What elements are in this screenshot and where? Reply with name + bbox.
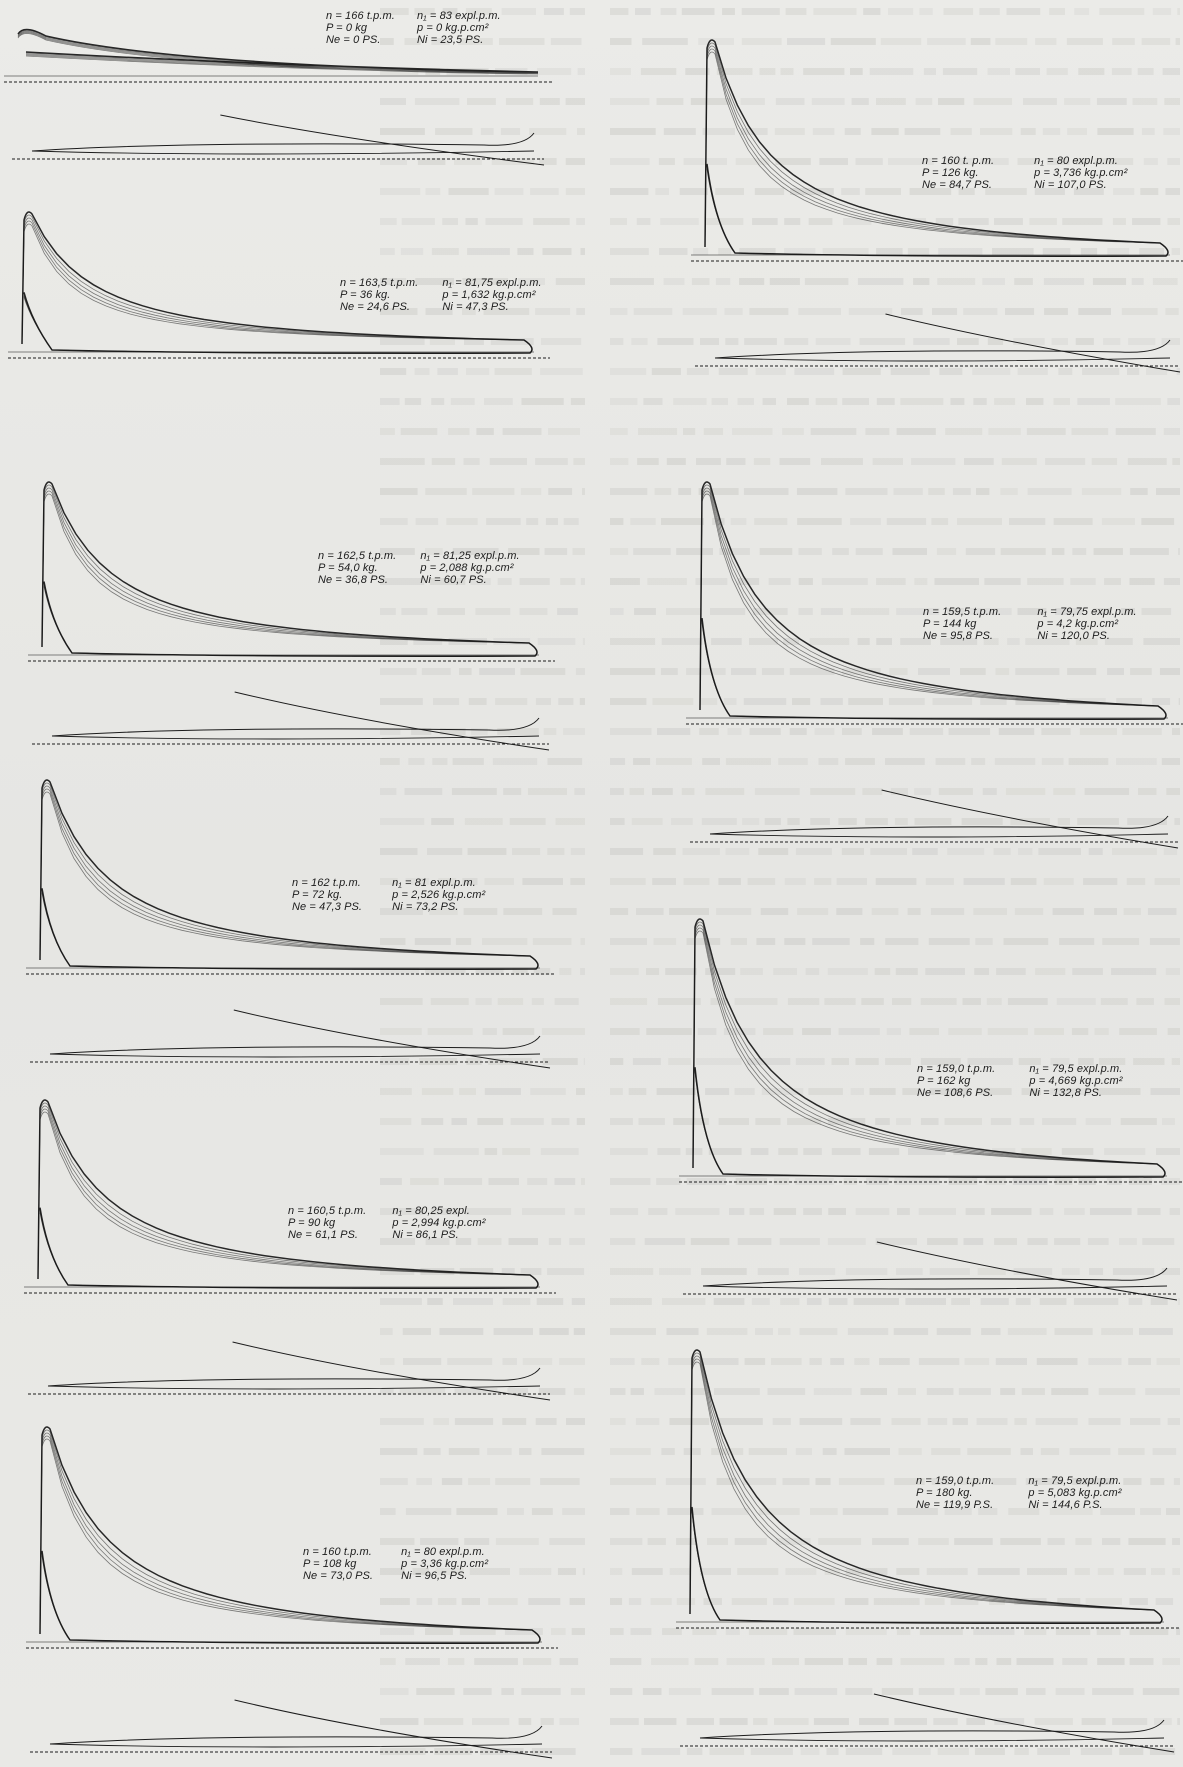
- low-pressure-diagram-l5: [28, 1341, 551, 1401]
- indicator-diagram-l4: [26, 779, 556, 1069]
- low-pressure-diagram-r1: [695, 313, 1181, 373]
- low-pressure-diagram-l6: [30, 1699, 553, 1759]
- low-pressure-diagram-l3: [32, 691, 550, 751]
- indicator-diagram-l1: [4, 28, 554, 83]
- indicator-diagram-r4: [676, 1349, 1180, 1753]
- indicator-diagram-r1: [691, 39, 1183, 373]
- low-pressure-diagram-r3: [683, 1241, 1178, 1301]
- low-pressure-diagram-r4: [680, 1693, 1175, 1753]
- diagram-label-l3: n = 162,5 t.p.m. P = 54,0 kg. Ne = 36,8 PS…: [318, 550, 520, 586]
- diagram-label-l2: n = 163,5 t.p.m. P = 36 kg. Ne = 24,6 PS. …: [340, 277, 542, 313]
- indicator-diagram-r2: [686, 481, 1183, 849]
- low-pressure-diagram-r2: [690, 789, 1179, 849]
- diagram-label-l4: n = 162 t.p.m. P = 72 kg. Ne = 47,3 PS. n₁…: [292, 877, 486, 913]
- diagram-label-r2: n = 159,5 t.p.m. P = 144 kg Ne = 95,8 PS. …: [923, 606, 1137, 642]
- low-pressure-diagram-l4: [30, 1009, 551, 1069]
- indicator-diagram-l6: [26, 1426, 558, 1759]
- diagram-label-l5: n = 160,5 t.p.m. P = 90 kg Ne = 61,1 PS. n…: [288, 1205, 486, 1241]
- diagram-label-r1: n = 160 t. p.m. P = 126 kg. Ne = 84,7 PS. …: [922, 155, 1128, 191]
- indicator-diagram-l3: [28, 481, 555, 751]
- diagram-label-l1: n = 166 t.p.m. P = 0 kg Ne = 0 PS. n₁ = 83…: [326, 10, 501, 46]
- indicator-diagram-l5: [24, 1099, 556, 1401]
- low-pressure-diagram-l2: [12, 114, 545, 166]
- diagram-label-r4: n = 159,0 t.p.m. P = 180 kg. Ne = 119,9 P.…: [916, 1475, 1122, 1511]
- diagram-label-r3: n = 159,0 t.p.m. P = 162 kg Ne = 108,6 PS.…: [917, 1063, 1123, 1099]
- indicator-diagram-r3: [679, 918, 1183, 1301]
- diagram-label-l6: n = 160 t.p.m. P = 108 kg Ne = 73,0 PS. n₁…: [303, 1546, 489, 1582]
- indicator-diagram-l2: [8, 114, 550, 359]
